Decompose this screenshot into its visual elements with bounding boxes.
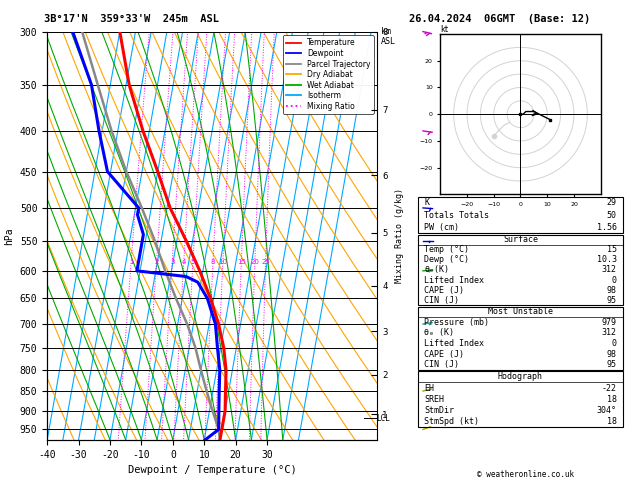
Text: 5: 5 bbox=[191, 259, 195, 265]
Text: 95: 95 bbox=[606, 295, 616, 305]
X-axis label: Dewpoint / Temperature (°C): Dewpoint / Temperature (°C) bbox=[128, 465, 297, 475]
Text: θₑ(K): θₑ(K) bbox=[425, 265, 449, 275]
Text: kt: kt bbox=[440, 25, 448, 34]
Text: 10: 10 bbox=[218, 259, 227, 265]
Text: 18: 18 bbox=[606, 417, 616, 426]
Text: 10.3: 10.3 bbox=[596, 256, 616, 264]
Text: km
ASL: km ASL bbox=[381, 27, 396, 46]
Text: 98: 98 bbox=[606, 286, 616, 295]
Text: Most Unstable: Most Unstable bbox=[488, 308, 553, 316]
Text: 312: 312 bbox=[601, 329, 616, 337]
Text: 312: 312 bbox=[601, 265, 616, 275]
Text: Surface: Surface bbox=[503, 235, 538, 244]
Text: StmDir: StmDir bbox=[425, 406, 454, 415]
Text: 1: 1 bbox=[129, 259, 133, 265]
Text: LCL: LCL bbox=[376, 414, 390, 423]
Text: 4: 4 bbox=[182, 259, 186, 265]
Text: SREH: SREH bbox=[425, 395, 445, 404]
Text: 50: 50 bbox=[606, 210, 616, 220]
Text: 304°: 304° bbox=[596, 406, 616, 415]
Text: Mixing Ratio (g/kg): Mixing Ratio (g/kg) bbox=[395, 188, 404, 283]
Text: 20: 20 bbox=[250, 259, 259, 265]
Text: 0: 0 bbox=[611, 276, 616, 284]
Text: 18: 18 bbox=[606, 395, 616, 404]
Text: 25: 25 bbox=[261, 259, 270, 265]
Text: 8: 8 bbox=[211, 259, 215, 265]
Text: © weatheronline.co.uk: © weatheronline.co.uk bbox=[477, 470, 574, 479]
Text: 15: 15 bbox=[237, 259, 246, 265]
Legend: Temperature, Dewpoint, Parcel Trajectory, Dry Adiabat, Wet Adiabat, Isotherm, Mi: Temperature, Dewpoint, Parcel Trajectory… bbox=[282, 35, 374, 114]
Text: Totals Totals: Totals Totals bbox=[425, 210, 489, 220]
Text: 98: 98 bbox=[606, 349, 616, 359]
Text: 95: 95 bbox=[606, 360, 616, 369]
Text: CAPE (J): CAPE (J) bbox=[425, 286, 464, 295]
Text: 15: 15 bbox=[606, 245, 616, 254]
Text: Pressure (mb): Pressure (mb) bbox=[425, 318, 489, 327]
Text: 979: 979 bbox=[601, 318, 616, 327]
Text: CIN (J): CIN (J) bbox=[425, 295, 459, 305]
Text: Hodograph: Hodograph bbox=[498, 372, 543, 382]
Text: 3: 3 bbox=[170, 259, 174, 265]
Text: 0: 0 bbox=[611, 339, 616, 348]
Text: 26.04.2024  06GMT  (Base: 12): 26.04.2024 06GMT (Base: 12) bbox=[409, 15, 590, 24]
Text: PW (cm): PW (cm) bbox=[425, 223, 459, 232]
Text: 3B°17'N  359°33'W  245m  ASL: 3B°17'N 359°33'W 245m ASL bbox=[44, 15, 219, 24]
Text: Lifted Index: Lifted Index bbox=[425, 276, 484, 284]
Text: CAPE (J): CAPE (J) bbox=[425, 349, 464, 359]
Text: 2: 2 bbox=[154, 259, 159, 265]
Text: -22: -22 bbox=[601, 383, 616, 393]
Text: θₑ (K): θₑ (K) bbox=[425, 329, 454, 337]
Text: Dewp (°C): Dewp (°C) bbox=[425, 256, 469, 264]
Text: Lifted Index: Lifted Index bbox=[425, 339, 484, 348]
Text: CIN (J): CIN (J) bbox=[425, 360, 459, 369]
Y-axis label: hPa: hPa bbox=[4, 227, 14, 244]
Text: K: K bbox=[425, 198, 430, 208]
Text: EH: EH bbox=[425, 383, 435, 393]
Text: StmSpd (kt): StmSpd (kt) bbox=[425, 417, 479, 426]
Text: 1.56: 1.56 bbox=[596, 223, 616, 232]
Text: 29: 29 bbox=[606, 198, 616, 208]
Text: Temp (°C): Temp (°C) bbox=[425, 245, 469, 254]
